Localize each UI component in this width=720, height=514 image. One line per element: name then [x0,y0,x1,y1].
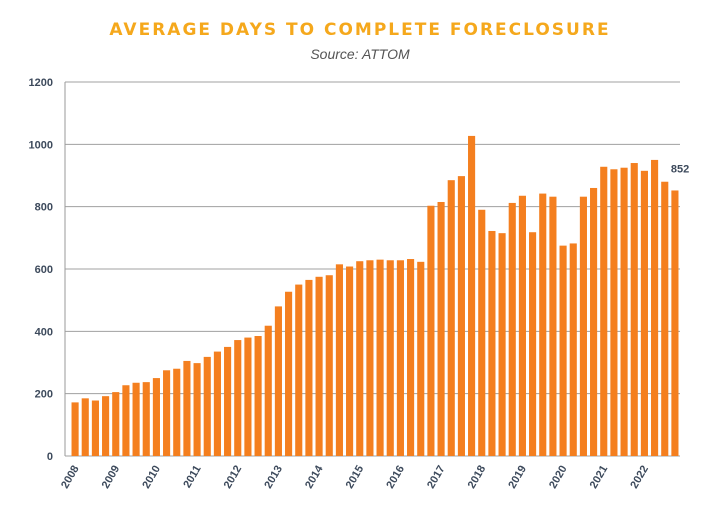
bar [295,284,303,456]
bar [315,276,323,456]
bar [274,306,282,456]
bar [427,205,435,456]
bar [651,159,659,457]
bar [305,279,313,456]
bar [244,337,252,456]
bar [590,187,598,456]
x-tick-label: 2019 [506,464,529,491]
bar [539,193,547,456]
bar [285,291,293,456]
x-tick-label: 2020 [547,464,570,491]
bar [386,260,394,456]
bar [193,363,201,456]
bar [407,259,415,456]
data-label: 852 [671,163,689,175]
x-tick-label: 2014 [303,463,326,491]
bar [112,392,120,456]
y-tick-label: 600 [35,264,53,276]
x-tick-label: 2015 [344,464,367,491]
bar [254,336,262,456]
x-tick-label: 2013 [262,464,285,491]
bar [671,190,679,456]
bar [102,396,110,456]
x-tick-label: 2011 [181,464,203,491]
bar [335,264,343,456]
bar [518,195,526,456]
bar [417,261,425,456]
bar [213,351,221,456]
bar [132,382,140,456]
x-tick-label: 2021 [588,464,611,491]
bar [437,201,445,456]
bar [152,378,160,456]
bar [346,266,354,456]
x-tick-label: 2016 [384,464,407,491]
bar [81,398,89,456]
y-tick-label: 1000 [29,139,53,151]
bar [234,340,242,456]
bar [264,325,272,456]
x-axis-ticks: 2008 2009 2010 2011 2012 2013 2014 2015 2016 2017… [59,463,651,491]
bar [163,370,171,456]
bar [203,356,211,456]
bar [183,360,191,456]
y-axis-ticks: 0 200 400 600 800 1000 1200 [29,77,53,463]
bar [488,230,496,456]
bar [640,170,648,456]
bar [569,243,577,456]
chart-subtitle: Source: ATTOM [310,46,410,62]
bar [468,135,476,457]
bar [122,385,130,456]
bar [91,400,99,456]
bar [478,209,486,456]
bar [610,169,618,456]
x-tick-label: 2012 [222,464,245,491]
x-tick-label: 2008 [59,464,82,491]
bar [579,196,587,456]
x-tick-label: 2010 [140,464,163,491]
y-tick-label: 0 [47,451,53,463]
bar [559,245,567,457]
y-tick-label: 400 [35,326,53,338]
bar [325,275,333,456]
bar [508,202,516,456]
bar [600,166,608,456]
x-tick-label: 2017 [425,464,448,491]
bar [498,233,506,456]
bar [356,261,364,456]
bar [224,346,232,456]
x-tick-label: 2018 [466,464,489,491]
chart-title: AVERAGE DAYS TO COMPLETE FORECLOSURE [109,20,611,40]
y-tick-label: 200 [35,389,53,401]
bars [71,135,679,457]
bar [447,180,455,456]
bar [457,176,465,456]
x-tick-label: 2022 [628,464,651,491]
bar [630,163,638,456]
y-tick-label: 1200 [29,77,53,89]
data-labels: 852 [671,163,689,175]
bar [549,196,557,456]
x-tick-label: 2009 [100,464,123,491]
bar [142,382,150,456]
bar [376,259,384,456]
bar [620,167,628,456]
bar [661,181,669,457]
bar [529,232,537,456]
y-tick-label: 800 [35,202,53,214]
bar [366,260,374,456]
bar [71,402,79,456]
bar [173,368,181,456]
bar [396,260,404,456]
